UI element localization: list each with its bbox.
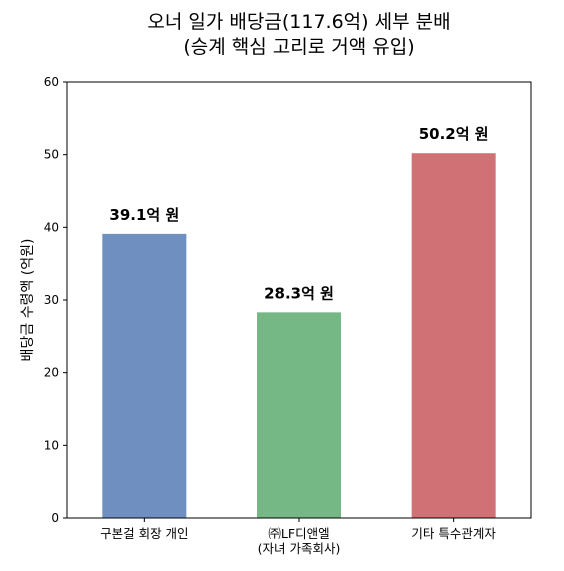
x-tick-label: ㈜LF디앤엘: [268, 526, 329, 541]
y-tick-label: 0: [51, 511, 59, 525]
y-tick-label: 50: [44, 148, 59, 162]
data-label: 50.2억 원: [419, 125, 489, 143]
bar: [411, 153, 496, 519]
bar: [102, 233, 187, 518]
data-label: 28.3억 원: [264, 284, 334, 302]
y-tick-label: 30: [44, 293, 59, 307]
x-tick-label: 기타 특수관계자: [411, 526, 496, 541]
chart-title-line-1: 오너 일가 배당금(117.6억) 세부 분배: [147, 11, 450, 33]
plot-frame: [66, 81, 532, 519]
y-tick-label: 20: [44, 366, 59, 380]
y-tick-label: 10: [44, 438, 59, 452]
data-label: 39.1억 원: [109, 206, 179, 224]
y-tick-label: 40: [44, 220, 59, 234]
chart-title-line-2: (승계 핵심 고리로 거액 유입): [183, 36, 414, 58]
x-tick-label: (자녀 가족회사): [258, 541, 341, 556]
y-tick-label: 60: [44, 75, 59, 89]
x-tick-label: 구본걸 회장 개인: [100, 526, 188, 541]
bar: [257, 312, 341, 518]
y-axis-label: 배당금 수령액 (억원): [20, 239, 36, 362]
